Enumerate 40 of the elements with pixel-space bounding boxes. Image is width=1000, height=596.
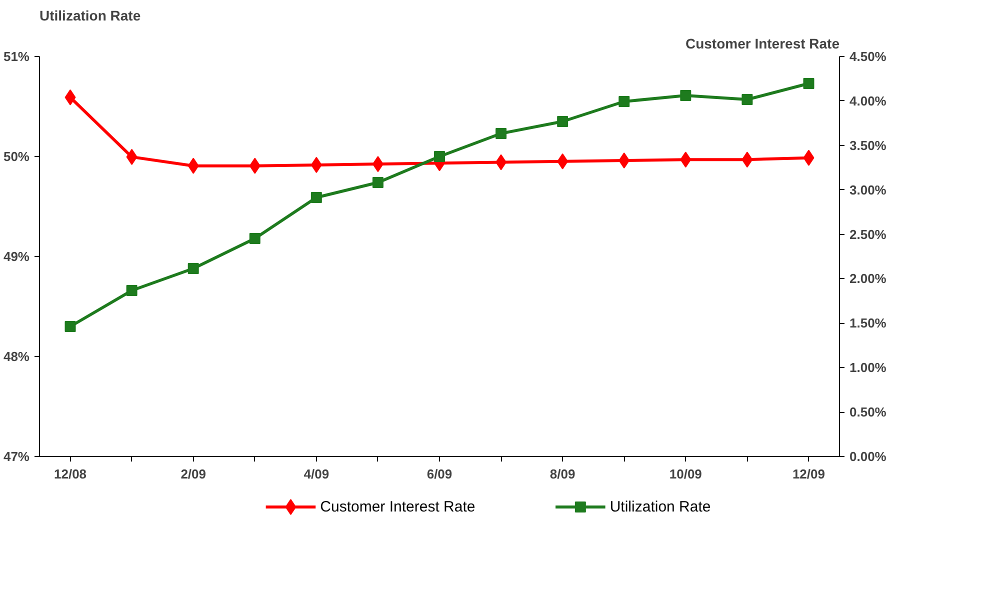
x-tick-label: 4/09 [304, 466, 330, 482]
x-tick-label: 6/09 [426, 466, 452, 482]
y2-tick-label: 0.00% [850, 449, 887, 464]
point [126, 285, 138, 296]
y2-tick-label: 1.50% [850, 316, 887, 331]
point [64, 321, 76, 332]
point [372, 177, 384, 188]
y2-tick-label: 2.00% [850, 271, 887, 286]
point [557, 116, 568, 127]
y-tick-label: 51% [3, 49, 30, 64]
x-tick-label: 8/09 [550, 466, 576, 482]
x-tick-label: 12/09 [792, 466, 826, 482]
y2-axis-title: Customer Interest Rate [685, 36, 840, 52]
y-tick-label: 50% [3, 149, 30, 164]
y2-tick-label: 4.50% [850, 49, 887, 64]
point [249, 233, 260, 244]
y2-tick-label: 1.00% [850, 360, 887, 376]
y2-tick-label: 0.50% [850, 404, 887, 420]
point [188, 263, 199, 274]
point [496, 128, 507, 139]
point [742, 94, 753, 105]
point [434, 151, 445, 162]
y-tick-label: 49% [3, 249, 30, 264]
y-tick-label: 48% [3, 349, 30, 364]
y-tick-label: 47% [3, 449, 30, 464]
point [680, 90, 692, 101]
point [618, 152, 630, 168]
legend-label: Utilization Rate [610, 498, 711, 516]
x-tick-label: 10/09 [669, 466, 702, 482]
legend-label: Customer Interest Rate [320, 498, 476, 516]
y2-tick-label: 3.00% [850, 182, 887, 198]
point [618, 96, 630, 107]
point [803, 78, 814, 89]
x-tick-label: 2/09 [180, 466, 206, 482]
y2-tick-label: 3.50% [850, 138, 887, 153]
y2-tick-label: 4.00% [850, 93, 887, 108]
x-tick-label: 12/08 [54, 466, 87, 482]
y2-tick-label: 2.50% [850, 226, 887, 242]
y-axis-title: Utilization Rate [40, 8, 141, 24]
point [310, 192, 322, 203]
